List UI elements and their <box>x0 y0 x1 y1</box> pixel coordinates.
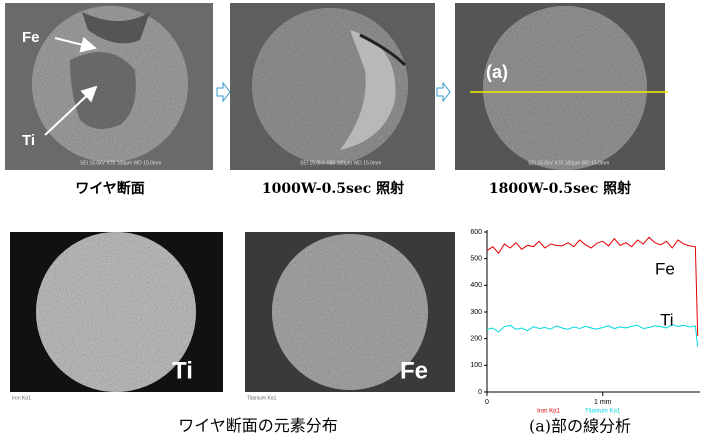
y-tick-label: 100 <box>470 362 482 369</box>
image-info: SEI 15.0kV X70 100µm WD 15.0mm <box>80 160 161 166</box>
element-map: Ti Iron Kα1 <box>10 232 223 401</box>
caption: (a)部の線分析 <box>529 417 631 436</box>
map-info: Iron Kα1 <box>12 395 31 401</box>
x-tick-label: 0 <box>485 399 489 406</box>
micrograph: (a) SEI 15.0kV X70 100µm WD 15.0mm <box>455 3 668 170</box>
y-tick-label: 200 <box>470 336 482 343</box>
map-info: Titanium Kα1 <box>247 395 277 401</box>
element-map: Fe Titanium Kα1 <box>245 232 455 401</box>
series-label: Fe <box>655 259 675 278</box>
y-tick-label: 400 <box>470 282 482 289</box>
x-tick-label: 1 mm <box>594 399 612 406</box>
legend-entry: Titanium Kα1 <box>585 409 621 415</box>
arrow <box>217 83 230 101</box>
micrograph: SEI 15.0kV X80 100µm WD 15.0mm <box>230 3 435 170</box>
figure: Fe Ti SEI 15.0kV X70 100µm WD 15.0mm SEI… <box>0 0 713 439</box>
y-tick-label: 0 <box>478 389 482 396</box>
label: Fe <box>400 357 428 384</box>
series-label: Ti <box>660 310 674 329</box>
caption: ワイヤ断面の元素分布 <box>178 417 338 435</box>
label: (a) <box>486 62 508 82</box>
arrow <box>437 83 450 101</box>
micrograph: Fe Ti SEI 15.0kV X70 100µm WD 15.0mm <box>5 3 213 170</box>
label: Ti <box>22 132 35 149</box>
label: Ti <box>172 357 193 384</box>
caption: 1800W-0.5sec 照射 <box>489 180 631 197</box>
legend-entry: Iron Kα1 <box>537 409 560 415</box>
image-info: SEI 15.0kV X70 100µm WD 15.0mm <box>528 160 609 166</box>
y-tick-label: 300 <box>470 309 482 316</box>
y-tick-label: 600 <box>470 229 482 236</box>
caption: ワイヤ断面 <box>75 180 145 197</box>
label: Fe <box>22 29 40 46</box>
caption: 1000W-0.5sec 照射 <box>262 180 404 197</box>
y-tick-label: 500 <box>470 256 482 263</box>
image-info: SEI 15.0kV X80 100µm WD 15.0mm <box>300 160 381 166</box>
line-chart: 0 100 200 300 400 500 600 0 1 mm Fe Iron Kα1 Ti Tita… <box>470 229 700 415</box>
